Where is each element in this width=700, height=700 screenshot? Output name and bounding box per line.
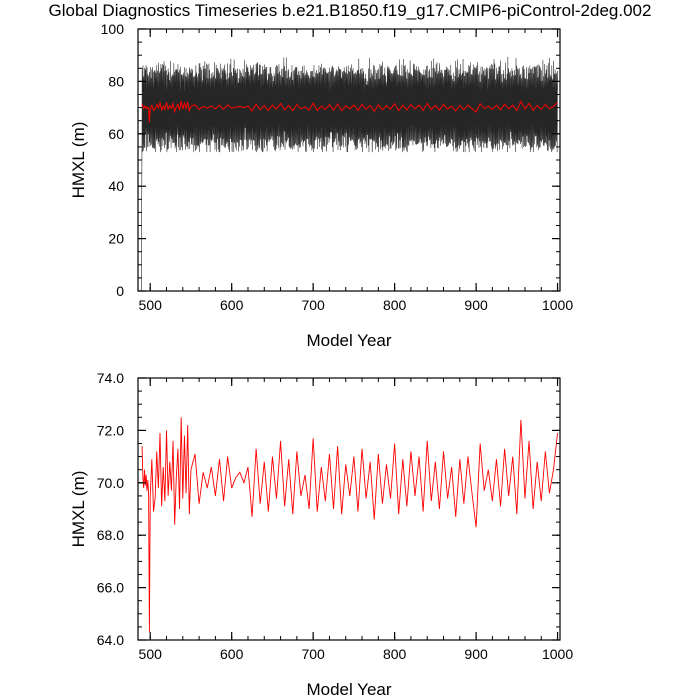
- plot-frame: [137, 377, 561, 641]
- series-line-annual: [141, 417, 559, 633]
- y-tick-label: 68.0: [97, 527, 124, 543]
- series-line-annual: [141, 100, 558, 123]
- y-tick-label: 72.0: [97, 422, 124, 438]
- y-tick-label: 40: [108, 178, 124, 194]
- y-tick-label: 64.0: [97, 632, 124, 648]
- y-tick-label: 66.0: [97, 580, 124, 596]
- x-tick-label: 800: [383, 297, 407, 313]
- x-tick-label: 1000: [542, 646, 573, 662]
- plot-panel-2: 500 600 700 800 900 1000 64.0 66.0 68.0 70.0 72.0 7…: [69, 370, 573, 699]
- y-tick-label: 74.0: [97, 370, 124, 386]
- y-tick-label: 70.0: [97, 475, 124, 491]
- x-tick-label: 500: [139, 646, 163, 662]
- chart-title: Global Diagnostics Timeseries b.e21.B185…: [48, 1, 652, 20]
- plot-area: [141, 417, 559, 633]
- x-tick-label: 600: [220, 646, 244, 662]
- x-tick-label: 700: [301, 646, 325, 662]
- y-tick-label: 60: [108, 126, 124, 142]
- x-tick-label: 800: [383, 646, 407, 662]
- x-tick-label: 500: [139, 297, 163, 313]
- x-tick-label: 600: [220, 297, 244, 313]
- plot-panel-1: 500 600 700 800 900 1000 0 20 40 60 80 100 Model Yea…: [69, 21, 573, 350]
- plot-area: [140, 56, 558, 291]
- y-tick-label: 20: [108, 231, 124, 247]
- series-line-monthly: [140, 56, 558, 291]
- x-axis-title: Model Year: [306, 331, 391, 350]
- y-tick-label: 100: [101, 21, 125, 37]
- x-axis-title: Model Year: [306, 680, 391, 699]
- x-tick-label: 900: [464, 646, 488, 662]
- y-tick-label: 0: [116, 283, 124, 299]
- y-axis-title: HMXL (m): [69, 471, 88, 548]
- x-tick-label: 1000: [542, 297, 573, 313]
- x-tick-label: 900: [464, 297, 488, 313]
- y-axis-title: HMXL (m): [69, 122, 88, 199]
- y-tick-label: 80: [108, 73, 124, 89]
- x-tick-label: 700: [301, 297, 325, 313]
